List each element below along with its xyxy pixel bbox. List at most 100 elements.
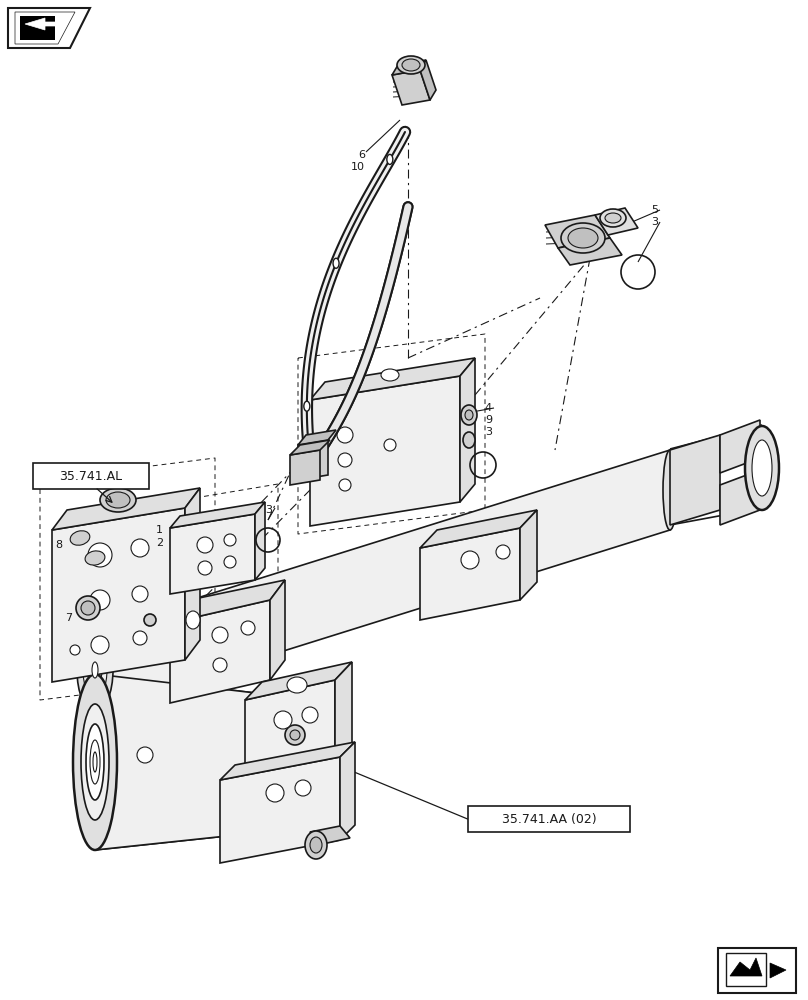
Ellipse shape [224, 556, 236, 568]
Ellipse shape [185, 564, 201, 584]
Polygon shape [460, 358, 475, 502]
Ellipse shape [198, 561, 212, 575]
Ellipse shape [85, 551, 105, 565]
Polygon shape [392, 70, 430, 105]
Bar [718, 948, 796, 993]
Text: 3: 3 [651, 217, 658, 227]
Ellipse shape [304, 401, 309, 411]
Ellipse shape [295, 780, 311, 796]
FancyBboxPatch shape [33, 463, 149, 489]
Polygon shape [340, 742, 355, 840]
Ellipse shape [91, 636, 109, 654]
Ellipse shape [81, 704, 109, 820]
Ellipse shape [285, 725, 305, 745]
Ellipse shape [287, 677, 307, 693]
Text: 7: 7 [65, 613, 72, 623]
Text: 3: 3 [485, 427, 492, 437]
Polygon shape [220, 757, 340, 863]
Ellipse shape [290, 730, 300, 740]
Ellipse shape [106, 492, 130, 508]
Ellipse shape [305, 831, 327, 859]
Polygon shape [392, 60, 426, 75]
Ellipse shape [402, 59, 420, 71]
Polygon shape [220, 742, 355, 780]
Ellipse shape [83, 642, 107, 698]
Ellipse shape [381, 369, 399, 381]
Ellipse shape [212, 627, 228, 643]
Text: 35.741.AA (02): 35.741.AA (02) [502, 814, 596, 826]
Polygon shape [310, 376, 460, 526]
Polygon shape [726, 953, 766, 986]
Ellipse shape [186, 611, 200, 629]
Polygon shape [335, 662, 352, 770]
Ellipse shape [600, 209, 626, 227]
Polygon shape [20, 16, 55, 40]
Ellipse shape [397, 56, 425, 74]
Polygon shape [730, 958, 762, 976]
Polygon shape [170, 502, 265, 528]
Ellipse shape [337, 427, 353, 443]
Polygon shape [170, 600, 270, 703]
Polygon shape [25, 18, 60, 30]
Polygon shape [670, 435, 720, 525]
Text: 10: 10 [351, 162, 365, 172]
Ellipse shape [88, 653, 102, 687]
Ellipse shape [302, 707, 318, 723]
Ellipse shape [333, 258, 339, 268]
Text: 1: 1 [156, 525, 163, 535]
Ellipse shape [88, 543, 112, 567]
Ellipse shape [384, 439, 396, 451]
Polygon shape [298, 430, 336, 445]
Polygon shape [520, 510, 537, 600]
Polygon shape [95, 674, 340, 850]
Ellipse shape [100, 488, 136, 512]
Ellipse shape [463, 432, 475, 448]
Polygon shape [52, 508, 185, 682]
Ellipse shape [90, 590, 110, 610]
Ellipse shape [339, 479, 351, 491]
Text: 4: 4 [485, 403, 492, 413]
Polygon shape [185, 488, 200, 660]
Ellipse shape [465, 410, 473, 420]
Ellipse shape [461, 405, 477, 425]
Ellipse shape [274, 711, 292, 729]
Circle shape [70, 645, 80, 655]
Polygon shape [720, 470, 760, 525]
Polygon shape [545, 215, 610, 248]
Polygon shape [95, 450, 670, 710]
Ellipse shape [86, 724, 104, 800]
Ellipse shape [310, 837, 322, 853]
Ellipse shape [496, 545, 510, 559]
Polygon shape [245, 662, 352, 700]
Ellipse shape [266, 784, 284, 802]
Polygon shape [770, 963, 786, 978]
Ellipse shape [93, 752, 97, 772]
Ellipse shape [92, 662, 98, 678]
Ellipse shape [338, 453, 352, 467]
Ellipse shape [241, 621, 255, 635]
Ellipse shape [131, 539, 149, 557]
Text: 35.741.AL: 35.741.AL [60, 471, 123, 484]
Ellipse shape [70, 531, 90, 545]
Ellipse shape [77, 628, 113, 712]
Polygon shape [298, 440, 328, 480]
FancyBboxPatch shape [468, 806, 630, 832]
Polygon shape [8, 8, 90, 48]
Ellipse shape [76, 596, 100, 620]
Ellipse shape [568, 228, 598, 248]
Ellipse shape [745, 426, 779, 510]
Ellipse shape [224, 534, 236, 546]
Polygon shape [245, 680, 335, 790]
Text: 6: 6 [358, 150, 365, 160]
Ellipse shape [81, 601, 95, 615]
Polygon shape [720, 420, 760, 473]
Polygon shape [595, 208, 638, 235]
Ellipse shape [387, 154, 393, 164]
Polygon shape [290, 440, 330, 455]
Polygon shape [558, 238, 622, 265]
Text: 8: 8 [55, 540, 62, 550]
Polygon shape [420, 510, 537, 548]
Text: 3: 3 [265, 505, 272, 515]
Ellipse shape [752, 440, 772, 496]
Text: 5: 5 [651, 205, 658, 215]
